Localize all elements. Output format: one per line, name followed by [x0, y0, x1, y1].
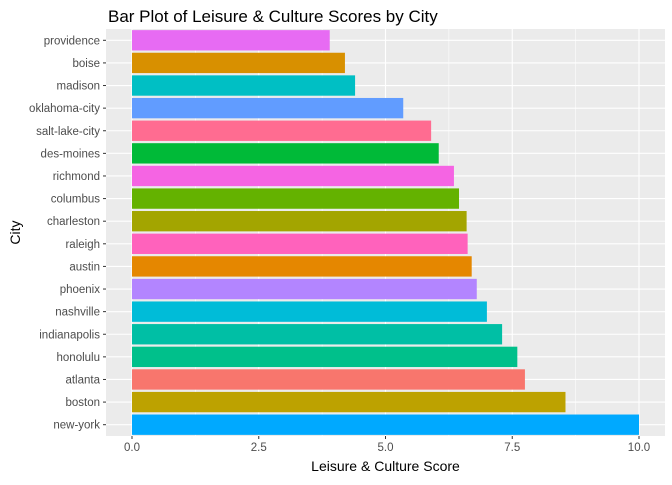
- bar-honolulu: [132, 346, 518, 368]
- x-tick-label: 0.0: [124, 442, 140, 454]
- y-tick-label: columbus: [51, 194, 100, 206]
- bar-nashville: [132, 301, 487, 322]
- bar-indianapolis: [132, 324, 503, 345]
- y-tick-label: richmond: [53, 171, 100, 183]
- y-tick-label: atlanta: [65, 374, 100, 386]
- y-tick-label: nashville: [55, 307, 100, 319]
- bar-phoenix: [132, 278, 477, 300]
- bar-charleston: [132, 211, 467, 232]
- x-tick-label: 7.5: [504, 442, 520, 454]
- bar-des-moines: [132, 143, 439, 164]
- y-tick-label: charleston: [47, 216, 100, 228]
- bar-boston: [132, 391, 566, 413]
- y-tick-label: austin: [69, 261, 100, 273]
- x-axis-label: Leisure & Culture Score: [311, 458, 460, 474]
- y-tick-label: indianapolis: [39, 329, 100, 341]
- y-axis-label: City: [7, 220, 23, 244]
- bar-new-york: [132, 414, 639, 435]
- bar-austin: [132, 256, 472, 277]
- bar-madison: [132, 75, 356, 96]
- minor-gridlines: [195, 29, 576, 436]
- bars: [132, 30, 639, 435]
- y-tick-label: des-moines: [41, 148, 101, 160]
- bar-boise: [132, 52, 345, 74]
- bar-salt-lake-city: [132, 120, 432, 141]
- bar-oklahoma-city: [132, 97, 404, 119]
- y-tick-label: madison: [57, 81, 100, 93]
- y-tick-label: providence: [44, 35, 100, 47]
- y-tick-label: boston: [65, 397, 100, 409]
- x-tick-label: 5.0: [378, 442, 394, 454]
- x-tick-label: 2.5: [251, 442, 267, 454]
- y-tick-label: phoenix: [60, 284, 101, 296]
- bar-providence: [132, 30, 330, 51]
- y-tick-label: oklahoma-city: [29, 103, 100, 115]
- bar-raleigh: [132, 233, 468, 254]
- y-axis: providence boise madison oklahoma-city salt-…: [29, 35, 106, 432]
- x-tick-label: 10.0: [628, 442, 650, 454]
- y-tick-label: boise: [73, 58, 101, 70]
- y-tick-label: honolulu: [57, 352, 100, 364]
- y-tick-label: salt-lake-city: [36, 126, 100, 138]
- bar-richmond: [132, 165, 454, 187]
- y-tick-label: new-york: [53, 420, 100, 432]
- bar-columbus: [132, 188, 460, 209]
- y-tick-label: raleigh: [65, 239, 100, 251]
- x-axis: 0.0 2.5 5.0 7.5 10.0: [124, 436, 650, 454]
- chart-title: Bar Plot of Leisure & Culture Scores by …: [108, 7, 438, 26]
- bar-atlanta: [132, 369, 525, 390]
